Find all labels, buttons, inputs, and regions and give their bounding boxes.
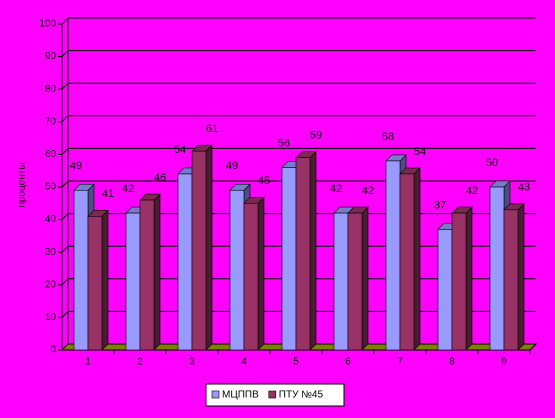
- value-label: 37: [434, 199, 446, 211]
- y-tick-label: 100: [39, 19, 56, 30]
- bar-front: [399, 173, 415, 351]
- x-tick-label: 3: [189, 357, 195, 368]
- bar-front: [451, 212, 467, 351]
- bar: [451, 206, 473, 351]
- bar-side: [465, 206, 473, 351]
- bar: [347, 206, 369, 351]
- value-label: 45: [258, 175, 270, 187]
- bar-front: [243, 203, 259, 351]
- y-tick-label: 20: [45, 279, 57, 290]
- bar-side: [309, 150, 317, 351]
- value-label: 42: [362, 185, 374, 197]
- x-tick-label: 2: [137, 357, 143, 368]
- grid-line-side: [61, 311, 69, 318]
- y-axis-label: проценты: [17, 162, 28, 207]
- legend-swatch: [268, 390, 277, 399]
- bar-front: [125, 212, 141, 351]
- bar-front: [347, 212, 363, 351]
- bar-front: [229, 189, 245, 351]
- bar-side: [257, 196, 265, 351]
- grid-line-side: [61, 180, 69, 188]
- bar: [399, 167, 421, 351]
- y-tick-label: 80: [45, 84, 57, 95]
- bar-side: [205, 144, 213, 351]
- bar-front: [281, 167, 297, 351]
- value-label: 42: [330, 183, 342, 195]
- bar-side: [101, 209, 109, 351]
- grid-line-side: [61, 278, 69, 286]
- value-label: 54: [414, 146, 426, 158]
- bar-front: [489, 186, 505, 351]
- y-tick-label: 30: [45, 247, 57, 258]
- value-label: 49: [226, 160, 238, 172]
- grid-line-side: [61, 148, 69, 155]
- x-tick-label: 7: [397, 357, 403, 368]
- bar-front: [191, 150, 207, 351]
- bar-side: [153, 193, 161, 351]
- bar-front: [87, 216, 103, 351]
- bar-front: [503, 209, 519, 351]
- bar: [139, 193, 161, 351]
- bar-front: [177, 173, 193, 351]
- bar-side: [517, 203, 525, 351]
- x-tick-label: 5: [293, 357, 299, 368]
- value-label: 42: [122, 183, 134, 195]
- bar: [295, 150, 317, 351]
- x-tick-label: 8: [449, 357, 455, 368]
- bar-front: [333, 212, 349, 351]
- bar: [87, 209, 109, 351]
- value-label: 49: [70, 160, 82, 172]
- value-label: 54: [174, 144, 186, 156]
- bar-side: [413, 167, 421, 351]
- y-tick-label: 40: [45, 214, 57, 225]
- y-tick-label: 0: [50, 345, 56, 356]
- value-label: 43: [518, 182, 530, 194]
- y-tick-label: 50: [45, 182, 57, 193]
- legend-label: ПТУ №45: [279, 390, 324, 401]
- bar-front: [295, 157, 311, 351]
- value-label: 41: [102, 188, 114, 200]
- bar-front: [73, 189, 89, 351]
- grid-line-side: [61, 82, 69, 90]
- bar: [191, 144, 213, 351]
- y-tick-label: 10: [45, 312, 57, 323]
- grid-line-side: [61, 115, 69, 123]
- x-tick-label: 4: [241, 357, 247, 368]
- legend-label: МЦППВ: [222, 390, 259, 401]
- value-label: 46: [154, 172, 166, 184]
- y-tick-label: 60: [45, 149, 57, 160]
- grid-line-side: [61, 17, 69, 25]
- bar-front: [385, 160, 401, 351]
- bar-front: [139, 199, 155, 351]
- grid-line-side: [61, 50, 69, 57]
- value-label: 42: [466, 185, 478, 197]
- value-label: 58: [382, 131, 394, 143]
- y-tick-label: 70: [45, 116, 57, 127]
- y-tick-label: 90: [45, 51, 57, 62]
- x-tick-label: 9: [501, 357, 507, 368]
- bar: [503, 203, 525, 351]
- x-tick-label: 6: [345, 357, 351, 368]
- legend-swatch: [211, 390, 220, 399]
- bar-side: [361, 206, 369, 351]
- grid-line-side: [61, 245, 69, 253]
- x-tick-label: 1: [85, 357, 91, 368]
- bar-front: [437, 229, 453, 351]
- value-label: 59: [310, 130, 322, 142]
- value-label: 61: [206, 123, 218, 135]
- value-label: 56: [278, 137, 290, 149]
- grid-line-side: [61, 213, 69, 220]
- bar: [243, 196, 265, 351]
- value-label: 50: [486, 157, 498, 169]
